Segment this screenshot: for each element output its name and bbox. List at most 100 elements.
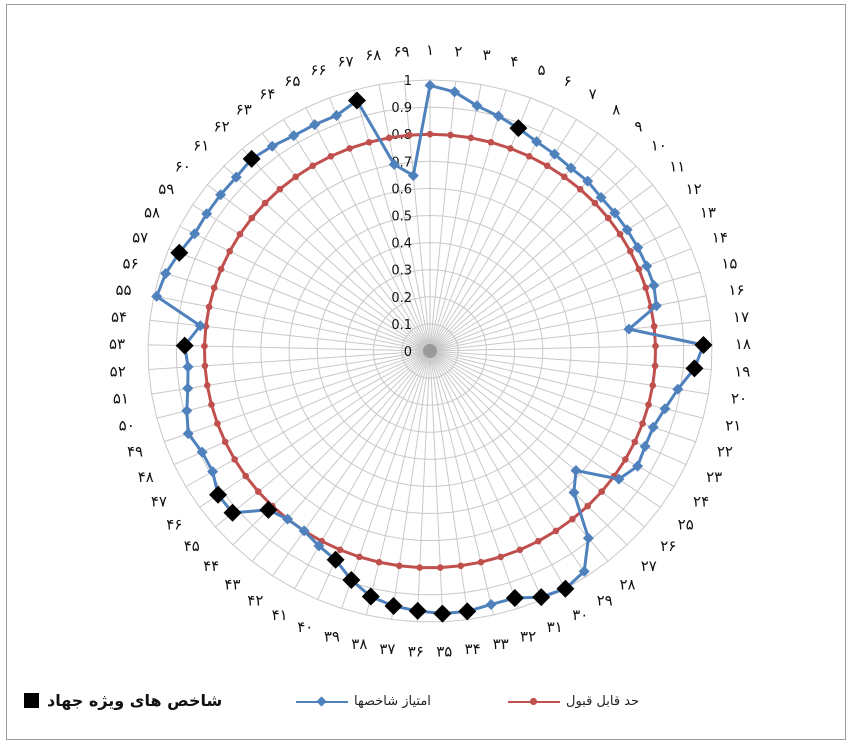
grid-spoke: [429, 84, 482, 352]
category-label: ۱۲: [686, 180, 702, 198]
highlight-point: [532, 588, 551, 607]
grid-spoke: [192, 204, 431, 352]
threshold-point: [231, 456, 238, 463]
score-point: [182, 382, 194, 394]
threshold-point: [627, 247, 634, 255]
grid-spoke: [199, 350, 431, 508]
threshold-point: [598, 488, 606, 495]
category-label: ۱۸: [735, 335, 751, 353]
category-label: ۷: [589, 85, 597, 103]
grid-spoke: [429, 350, 609, 562]
threshold-point: [516, 546, 524, 554]
grid-spoke: [429, 350, 645, 528]
threshold-point: [248, 214, 256, 222]
category-label: ۴۰: [297, 618, 313, 636]
score-point: [648, 279, 660, 291]
grid-spoke: [153, 295, 431, 352]
score-point: [492, 110, 504, 122]
category-label: ۵: [537, 61, 545, 79]
category-label: ۳۸: [351, 635, 367, 653]
category-label: ۲۵: [678, 515, 694, 533]
grid-spoke: [341, 350, 431, 609]
category-label: ۳۲: [520, 628, 536, 646]
grid-ring: [260, 187, 600, 514]
grid-spoke: [429, 350, 566, 589]
radial-tick-label: 0.4: [391, 237, 412, 252]
score-point: [659, 403, 671, 415]
score-point: [407, 170, 419, 182]
threshold-point: [327, 152, 335, 160]
score-point: [632, 460, 644, 472]
category-label: ۲۷: [641, 557, 657, 575]
category-label: ۳۹: [324, 628, 340, 646]
score-point: [623, 323, 635, 335]
series-score-line: [155, 83, 705, 616]
category-label: ۸: [612, 100, 620, 118]
threshold-point: [560, 173, 568, 181]
threshold-point: [576, 185, 584, 193]
category-label: ۲۹: [597, 592, 613, 610]
radial-tick-label: 1: [404, 74, 412, 89]
grid-spoke: [429, 350, 469, 620]
score-point: [230, 171, 242, 183]
category-label: ۲۱: [725, 417, 741, 435]
highlight-point: [685, 359, 704, 378]
highlight-point: [458, 602, 477, 621]
category-label: ۴۲: [247, 592, 263, 610]
score-point: [650, 300, 662, 312]
radial-tick-label: 0.1: [391, 318, 412, 333]
threshold-point: [616, 230, 624, 238]
threshold-point: [346, 145, 353, 152]
threshold-point: [426, 130, 434, 138]
score-point: [613, 473, 625, 485]
score-point: [288, 130, 300, 142]
threshold-point: [210, 284, 218, 292]
category-label: ۴۵: [184, 537, 200, 555]
score-point: [182, 428, 194, 440]
score-point: [549, 148, 561, 160]
series-threshold-line: [202, 132, 658, 570]
category-label: ۵۰: [119, 417, 135, 435]
threshold-point: [652, 342, 659, 350]
grid-ring: [175, 106, 685, 596]
threshold-point: [309, 162, 317, 170]
category-label: ۳۶: [408, 643, 424, 661]
grid-spoke: [391, 350, 431, 620]
category-label: ۵۹: [158, 180, 174, 198]
category-label: ۶۸: [365, 46, 381, 64]
score-point: [309, 119, 321, 131]
grid-ring: [232, 160, 628, 541]
category-label: ۵۲: [110, 363, 126, 381]
score-point: [582, 532, 594, 544]
grid-spoke: [283, 119, 431, 352]
score-point: [639, 440, 651, 452]
chart-frame: [6, 4, 846, 740]
grid-spoke: [185, 350, 431, 487]
grid-spoke: [179, 225, 431, 352]
threshold-point: [650, 323, 658, 330]
threshold-point: [447, 131, 454, 139]
threshold-point: [525, 152, 533, 160]
category-label: ۵۷: [132, 228, 148, 246]
category-label: ۵۸: [144, 204, 160, 222]
category-label: ۳۵: [436, 643, 452, 661]
score-point: [207, 466, 219, 478]
grid-ring: [316, 242, 544, 460]
threshold-point: [584, 502, 591, 510]
category-label: ۴۸: [138, 468, 154, 486]
highlight-point: [384, 597, 403, 616]
category-label: ۳۳: [493, 635, 509, 653]
threshold-point: [631, 438, 639, 446]
grid-spoke: [168, 248, 431, 352]
threshold-point: [552, 527, 560, 535]
radial-tick-labels: 00.10.20.30.40.50.60.70.80.91: [391, 74, 412, 360]
category-label: ۶۴: [259, 85, 275, 103]
highlight-point: [242, 149, 261, 168]
category-label: ۳۴: [465, 640, 481, 658]
score-point: [151, 290, 163, 302]
category-label: ۱۶: [728, 281, 744, 299]
threshold-point: [436, 564, 444, 571]
series-layer: [151, 79, 713, 623]
threshold-point: [604, 214, 612, 222]
threshold-point: [236, 230, 244, 238]
